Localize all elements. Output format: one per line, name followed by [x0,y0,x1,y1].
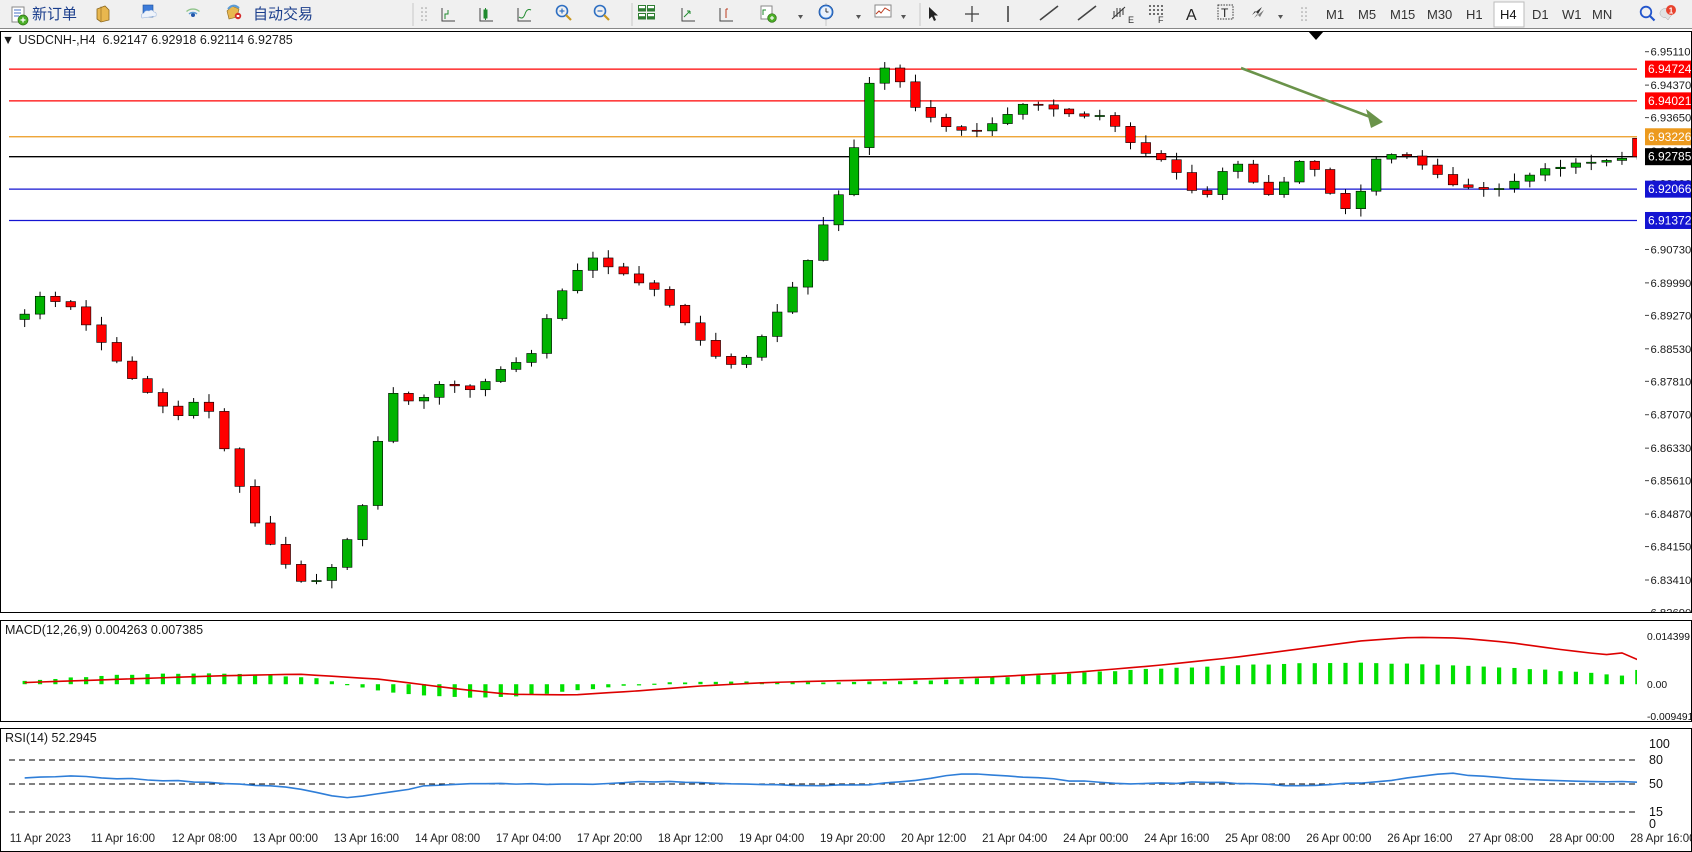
svg-text:0: 0 [1649,817,1656,831]
svg-text:6.89270: 6.89270 [1651,310,1692,322]
svg-text:6.87810: 6.87810 [1651,376,1692,388]
svg-text:M5: M5 [1358,7,1376,22]
svg-text:T: T [1221,6,1229,20]
svg-text:A: A [1186,7,1197,24]
svg-text:6.87070: 6.87070 [1651,410,1692,422]
svg-text:6.95110: 6.95110 [1651,47,1691,59]
svg-text:6.89990: 6.89990 [1651,278,1692,290]
svg-text:0.014399: 0.014399 [1647,632,1690,643]
svg-text:100: 100 [1649,737,1670,751]
svg-text:H4: H4 [1500,7,1517,22]
svg-text:6.92785: 6.92785 [1648,150,1692,164]
svg-text:6.83410: 6.83410 [1651,575,1692,587]
svg-text:6.85610: 6.85610 [1651,476,1692,488]
svg-text:6.94724: 6.94724 [1648,62,1692,76]
svg-text:6.86330: 6.86330 [1651,443,1692,455]
svg-text:6.94021: 6.94021 [1648,94,1692,108]
svg-text:6.82690: 6.82690 [1651,608,1692,614]
svg-text:自动交易: 自动交易 [253,5,313,23]
svg-text:6.93226: 6.93226 [1648,130,1692,144]
svg-text:W1: W1 [1562,7,1582,22]
svg-text:6.93650: 6.93650 [1651,113,1692,125]
svg-text:F: F [1158,15,1164,25]
svg-text:-0.009491: -0.009491 [1647,712,1692,722]
svg-text:6.92066: 6.92066 [1648,182,1692,196]
svg-text:D1: D1 [1532,7,1549,22]
svg-text:80: 80 [1649,753,1663,767]
svg-text:H1: H1 [1466,7,1483,22]
svg-text:50: 50 [1649,777,1663,791]
svg-text:6.94370: 6.94370 [1651,80,1692,92]
svg-text:M1: M1 [1326,7,1344,22]
svg-text:0.00: 0.00 [1647,680,1667,691]
svg-text:6.84870: 6.84870 [1651,509,1692,521]
svg-text:M30: M30 [1427,7,1452,22]
svg-text:1: 1 [1669,6,1674,15]
svg-text:6.91372: 6.91372 [1648,213,1692,227]
svg-text:6.88530: 6.88530 [1651,344,1692,356]
svg-text:6.84150: 6.84150 [1651,542,1692,554]
svg-text:E: E [1128,15,1134,25]
svg-text:新订单: 新订单 [32,6,77,23]
svg-text:M15: M15 [1390,7,1415,22]
svg-text:MN: MN [1592,7,1612,22]
svg-text:6.90730: 6.90730 [1651,244,1692,256]
